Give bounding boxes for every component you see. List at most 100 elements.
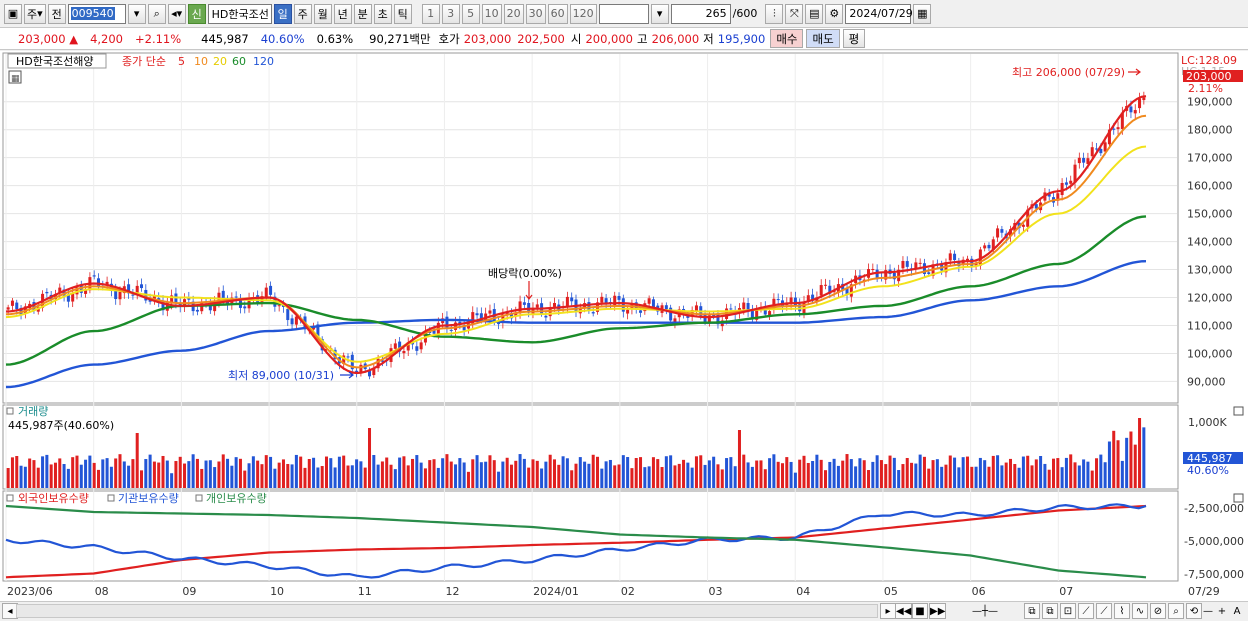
volume-bar [428, 460, 432, 488]
table-icon-glyph: ▦ [11, 74, 20, 84]
tab-tick[interactable]: 틱 [393, 3, 412, 24]
date-input[interactable]: 2024/07/29 [845, 3, 913, 24]
rewind-icon[interactable]: ◀◀ [895, 603, 913, 619]
volume-bar [75, 455, 79, 488]
magnifier-icon[interactable]: ⌕ [1168, 603, 1184, 619]
compare-icon[interactable]: ⧉ [1042, 603, 1058, 619]
interval-dropdown-icon[interactable]: ▾ [650, 3, 669, 24]
save-icon[interactable]: ▤ [805, 3, 824, 24]
draw-tools-icon[interactable]: ⊘ [1150, 603, 1166, 619]
volume-bar [140, 470, 144, 488]
draw-zigzag-icon[interactable]: ⌇ [1114, 603, 1130, 619]
volume-bar [608, 459, 612, 488]
candle-body [793, 297, 797, 306]
speaker-icon[interactable]: ◂▾ [167, 3, 186, 24]
period-main-select[interactable]: 주 ▾ [24, 3, 46, 24]
draw-trend-icon[interactable]: ⟋ [1096, 603, 1112, 619]
volume-bar [557, 464, 561, 488]
interval-120[interactable]: 120 [569, 3, 597, 24]
volume-bar [1004, 462, 1008, 488]
interval-20[interactable]: 20 [503, 3, 524, 24]
copy-icon[interactable]: ⧉ [1024, 603, 1040, 619]
sell-button[interactable]: 매도 [806, 29, 840, 48]
volume-bar [828, 461, 832, 488]
volume-bar [600, 468, 604, 488]
chart-area[interactable]: 90,000 100,000 110,000 120,000 130,000 140,00… [0, 51, 1248, 601]
candle-body [406, 342, 410, 351]
candle-body [639, 310, 643, 313]
tab-month[interactable]: 월 [313, 3, 332, 24]
volume-bar [587, 463, 591, 488]
holding-legend-box-3 [195, 494, 203, 502]
candle-body [346, 356, 350, 358]
tab-year-label: 년 [337, 7, 348, 21]
count-input[interactable]: 265 [670, 3, 731, 24]
tab-day[interactable]: 일 [273, 3, 292, 24]
tab-week-label: 주 [297, 7, 308, 21]
holding-close-icon[interactable] [1233, 493, 1244, 503]
code-dropdown-icon[interactable]: ▾ [127, 3, 146, 24]
eval-button[interactable]: 평 [842, 29, 866, 48]
stop-icon[interactable]: ■ [912, 603, 928, 619]
font-size-icon[interactable]: A [1233, 605, 1241, 617]
volume-bar [449, 461, 453, 488]
volume-bar [591, 454, 595, 488]
crosshair-icon[interactable]: ⤧ [785, 3, 804, 24]
volume-bar [1138, 418, 1142, 488]
annotation-low: 최저 89,000 (10/31) [228, 369, 334, 382]
candle-body [419, 342, 423, 350]
current-pct-label: 2.11% [1188, 82, 1223, 95]
candle-body [587, 302, 591, 311]
stock-code-input[interactable]: 009540 [67, 3, 126, 24]
forward-icon[interactable]: ▶▶ [929, 603, 947, 619]
candle-body [475, 313, 479, 316]
tab-second[interactable]: 초 [373, 3, 392, 24]
tab-year[interactable]: 년 [333, 3, 352, 24]
toolbar: ▣ 주 ▾ 전 009540 ▾ ⌕ ◂▾ 신 HD한국조선 일 주 월 년 분 … [0, 0, 1248, 28]
tab-week[interactable]: 주 [293, 3, 312, 24]
calendar-icon[interactable]: ▦ [913, 3, 932, 24]
volume-bar [729, 457, 733, 488]
zoom-out-icon[interactable]: — [1203, 605, 1213, 617]
table-icon[interactable] [8, 70, 22, 84]
interval-3[interactable]: 3 [441, 3, 460, 24]
volume-bar [574, 463, 578, 488]
volume-close-icon[interactable] [1233, 406, 1244, 416]
tab-minute[interactable]: 분 [353, 3, 372, 24]
prev-button[interactable]: 전 [47, 3, 66, 24]
zoom-reset-icon[interactable]: ⟲ [1186, 603, 1202, 619]
fit-icon[interactable]: ⊡ [1060, 603, 1076, 619]
zoom-in-icon[interactable]: + [1217, 605, 1227, 617]
draw-line-icon[interactable]: ⟋ [1078, 603, 1094, 619]
volume-bar [1133, 444, 1137, 488]
interval-custom-input[interactable] [598, 3, 649, 24]
volume-bar [79, 464, 83, 488]
price-chart-svg[interactable]: 90,000 100,000 110,000 120,000 130,000 140,00… [0, 51, 1248, 601]
buy-button[interactable]: 매수 [770, 29, 804, 48]
interval-5[interactable]: 5 [461, 3, 480, 24]
zoom-slider[interactable]: —┼— [971, 605, 999, 617]
interval-60[interactable]: 60 [547, 3, 568, 24]
candle-body [1077, 157, 1081, 164]
candle-body [707, 315, 711, 324]
gear-icon[interactable]: ⚙ [825, 3, 844, 24]
volume-bar [109, 466, 113, 488]
interval-120-label: 120 [572, 7, 594, 20]
holding-line [5, 503, 1147, 579]
draw-wave-icon[interactable]: ∿ [1132, 603, 1148, 619]
quote-ask: 203,000 [463, 31, 512, 46]
interval-10[interactable]: 10 [481, 3, 502, 24]
quote-bar: 203,000 ▲ 4,200 +2.11% 445,987 40.60% 0.… [0, 28, 1248, 50]
volume-bar [1017, 467, 1021, 488]
scroll-right-icon[interactable]: ▸ [880, 603, 896, 619]
interval-1[interactable]: 1 [421, 3, 440, 24]
layout-icon[interactable]: ▣ [4, 3, 22, 24]
volume-bar [23, 466, 27, 488]
candle-body [824, 284, 828, 286]
interval-30[interactable]: 30 [525, 3, 546, 24]
candle-type-icon[interactable]: ⫶ [765, 3, 784, 24]
candle-body [647, 298, 651, 304]
search-icon[interactable]: ⌕ [147, 3, 166, 24]
scroll-track[interactable] [16, 604, 878, 618]
volume-bar [316, 467, 320, 488]
